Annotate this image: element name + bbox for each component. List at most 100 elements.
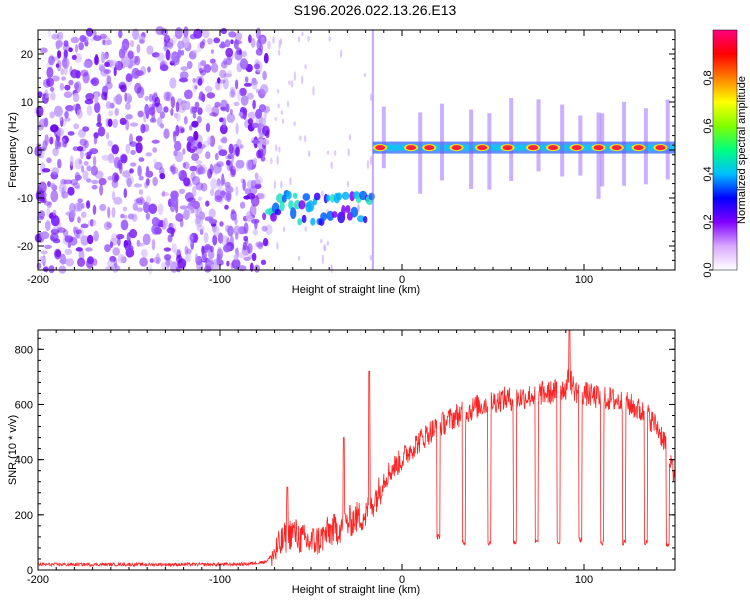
noise-blob (62, 229, 69, 237)
noise-blob (112, 247, 120, 256)
figure-title: S196.2026.022.13.26.E13 (294, 2, 457, 18)
noise-blob (228, 173, 233, 178)
noise-blob (163, 44, 168, 52)
noise-blob (71, 54, 77, 61)
noise-blob (126, 177, 132, 188)
noise-blob (86, 105, 93, 116)
noise-blob (93, 30, 97, 38)
noise-blob (304, 64, 307, 70)
noise-blob (175, 213, 184, 222)
y-tick-label: 0 (27, 145, 33, 157)
noise-blob (195, 215, 201, 225)
noise-blob (334, 149, 337, 156)
noise-blob (106, 132, 110, 140)
noise-blob (279, 38, 283, 45)
noise-blob (274, 116, 277, 122)
noise-blob (272, 36, 275, 44)
noise-blob (64, 111, 69, 119)
noise-blob (42, 266, 49, 272)
noise-blob (210, 58, 216, 64)
noise-blob (112, 118, 118, 128)
spectral-blob (368, 192, 375, 201)
noise-blob (281, 118, 285, 124)
noise-blob (144, 103, 149, 115)
noise-blob (52, 226, 60, 232)
noise-blob (254, 264, 260, 273)
noise-blob (149, 117, 157, 123)
noise-blob (94, 102, 101, 114)
noise-blob (197, 107, 203, 115)
noise-blob (175, 101, 180, 113)
noise-blob (249, 262, 254, 272)
noise-blob (104, 244, 111, 253)
spectral-blob (298, 200, 306, 210)
spectral-blob (288, 200, 294, 210)
noise-blob (219, 221, 224, 227)
noise-blob (63, 179, 73, 185)
noise-blob (169, 77, 177, 89)
noise-blob (217, 77, 221, 84)
noise-blob (102, 53, 108, 60)
noise-blob (226, 113, 235, 123)
noise-blob (78, 42, 84, 51)
noise-blob (201, 93, 206, 102)
noise-blob (277, 49, 281, 56)
noise-blob (220, 235, 229, 246)
noise-blob (109, 241, 114, 249)
noise-blob (165, 49, 171, 61)
noise-blob (115, 93, 123, 105)
noise-blob (75, 174, 82, 181)
noise-blob (56, 31, 64, 41)
noise-blob (219, 69, 227, 79)
noise-blob (180, 66, 189, 71)
noise-blob (224, 181, 231, 188)
noise-blob (159, 64, 169, 72)
noise-blob (129, 141, 138, 147)
noise-blob (297, 255, 301, 261)
noise-blob (180, 49, 185, 56)
noise-blob (55, 63, 60, 68)
noise-blob (65, 105, 74, 113)
noise-blob (260, 259, 267, 265)
noise-blob (198, 67, 204, 74)
noise-blob (183, 177, 191, 187)
noise-blob (114, 60, 124, 71)
spectral-blob (320, 212, 328, 221)
noise-blob (243, 222, 249, 235)
noise-blob (262, 212, 267, 221)
noise-blob (69, 210, 76, 218)
noise-blob (257, 192, 266, 200)
noise-blob (113, 196, 123, 205)
noise-blob (125, 102, 131, 110)
noise-blob (260, 36, 266, 45)
y-tick-label: -20 (17, 241, 33, 253)
noise-blob (252, 228, 258, 236)
x-tick-label: -200 (27, 274, 49, 286)
noise-blob (197, 141, 202, 149)
noise-blob (255, 241, 264, 248)
noise-blob (159, 172, 166, 180)
noise-blob (75, 229, 82, 235)
noise-blob (49, 182, 56, 189)
noise-blob (120, 154, 128, 164)
noise-blob (182, 148, 186, 155)
noise-blob (82, 126, 90, 132)
noise-blob (47, 29, 51, 37)
noise-blob (273, 180, 277, 190)
noise-blob (56, 140, 62, 150)
spectral-blob (363, 216, 368, 224)
noise-blob (220, 60, 228, 69)
noise-blob (217, 232, 224, 244)
noise-blob (136, 197, 145, 206)
noise-blob (86, 178, 92, 183)
noise-blob (62, 137, 68, 148)
noise-blob (64, 84, 71, 91)
noise-blob (213, 169, 219, 176)
noise-blob (83, 60, 92, 68)
noise-blob (107, 259, 115, 268)
spectral-peak (571, 145, 582, 151)
noise-blob (125, 73, 133, 83)
noise-blob (192, 49, 198, 54)
spectral-peak (548, 145, 559, 151)
